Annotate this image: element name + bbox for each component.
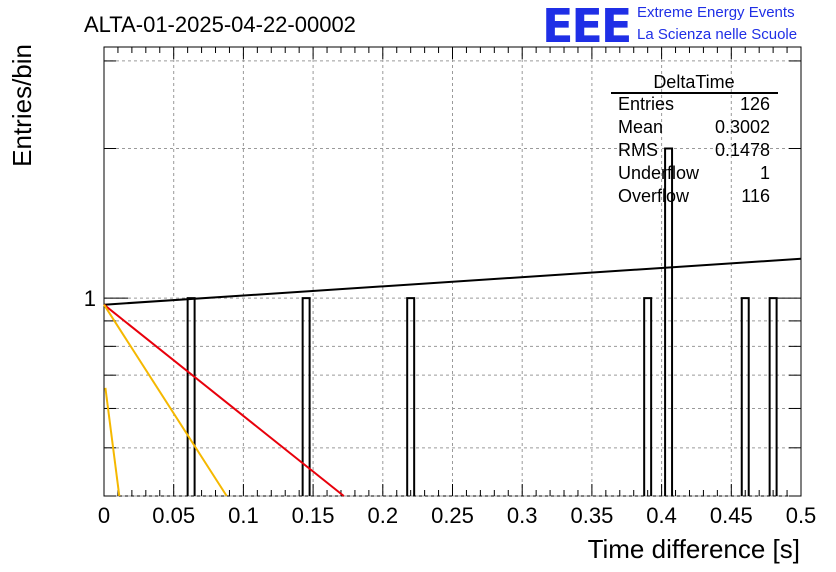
stats-value: 116 xyxy=(741,186,770,206)
y-tick-label: 1 xyxy=(84,286,96,311)
x-tick-label: 0 xyxy=(98,503,110,528)
stats-value: 0.3002 xyxy=(715,117,770,137)
histogram-bars xyxy=(186,147,778,496)
x-tick-label: 0.35 xyxy=(570,503,613,528)
histogram-bin xyxy=(406,297,416,496)
x-tick-labels: 0 0.05 0.1 0.15 0.2 0.25 0.3 0.35 0.4 0.45 0.5 xyxy=(98,503,816,528)
stats-label: Underflow xyxy=(618,163,700,183)
eee-logo-mark: EEE xyxy=(542,0,630,53)
grid xyxy=(104,47,801,497)
stats-label: Overflow xyxy=(618,186,690,206)
fit-line xyxy=(103,304,228,497)
eee-logo: EEE Extreme Energy Events La Scienza nel… xyxy=(542,0,797,53)
x-tick-label: 0.3 xyxy=(507,503,538,528)
x-tick-label: 0.1 xyxy=(228,503,259,528)
y-axis-title: Entries/bin xyxy=(7,44,37,167)
histogram-bin xyxy=(740,297,750,496)
x-axis-title: Time difference [s] xyxy=(588,534,800,564)
x-tick-label: 0.45 xyxy=(710,503,753,528)
stats-value: 1 xyxy=(760,163,770,183)
x-tick-label: 0.25 xyxy=(431,503,474,528)
eee-logo-line2: La Scienza nelle Scuole xyxy=(637,26,797,43)
x-tick-label: 0.05 xyxy=(152,503,195,528)
y-tick-labels: 1 xyxy=(84,286,96,311)
stats-label: Mean xyxy=(618,117,663,137)
x-tick-label: 0.5 xyxy=(786,503,817,528)
stats-label: Entries xyxy=(618,94,674,114)
stats-value: 126 xyxy=(740,94,770,114)
stats-value: 0.1478 xyxy=(715,140,770,160)
fit-line xyxy=(103,303,345,497)
histogram-bin xyxy=(664,147,674,496)
eee-logo-line1: Extreme Energy Events xyxy=(637,4,795,21)
fit-line xyxy=(104,387,121,497)
stats-box-title: DeltaTime xyxy=(653,72,734,92)
x-tick-label: 0.15 xyxy=(292,503,335,528)
stats-box: DeltaTime Entries 126 Mean 0.3002 RMS 0.1478 U… xyxy=(611,72,778,206)
x-tick-label: 0.4 xyxy=(646,503,677,528)
stats-label: RMS xyxy=(618,140,658,160)
histogram-bin xyxy=(186,297,196,496)
histogram-bin xyxy=(643,297,653,496)
fit-line xyxy=(103,257,802,306)
histogram-bin xyxy=(301,297,311,496)
chart-title: ALTA-01-2025-04-22-00002 xyxy=(84,12,356,37)
stats-rows: Entries 126 Mean 0.3002 RMS 0.1478 Underflow 1 O… xyxy=(618,94,770,206)
histogram-bin xyxy=(768,297,778,496)
x-tick-label: 0.2 xyxy=(368,503,399,528)
fit-lines xyxy=(103,257,802,497)
